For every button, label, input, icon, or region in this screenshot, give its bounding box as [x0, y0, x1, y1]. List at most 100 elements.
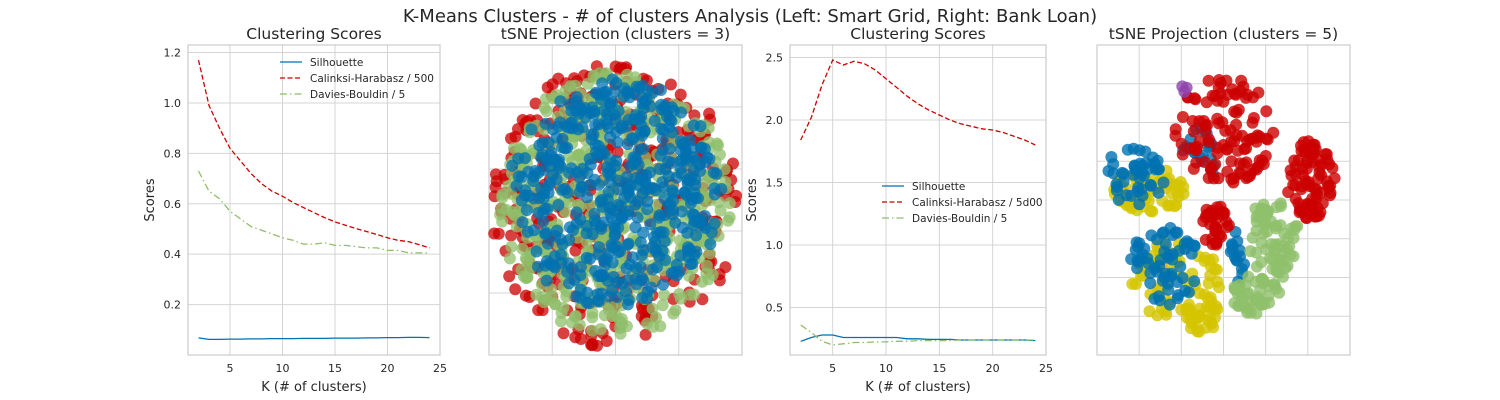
x-tick-label: 20 [986, 362, 1000, 375]
scatter-point [623, 91, 636, 104]
scatter-point [595, 270, 608, 282]
scatter-point [681, 177, 694, 190]
x-tick-label: 15 [932, 362, 946, 375]
scatter-point [576, 181, 589, 194]
scatter-point [588, 107, 600, 120]
scatter-point [1234, 85, 1247, 98]
scatter-point [580, 296, 593, 309]
series-line [800, 59, 1036, 146]
scatter-point [1202, 133, 1215, 146]
scatter-point [569, 310, 582, 322]
scatter-point [1233, 244, 1246, 257]
scatter-point [1294, 204, 1307, 217]
legend-entry: Calinksi-Harabasz / 5d00 [912, 197, 1043, 209]
scatter-point [595, 222, 608, 235]
scatter-point [626, 132, 639, 145]
scatter-point [1201, 119, 1214, 131]
scatter-point [654, 84, 667, 96]
scatter-point [538, 101, 551, 114]
scatter-point [585, 128, 598, 141]
scatter-point [622, 113, 635, 126]
scatter-point [571, 149, 584, 162]
scatter-point [556, 183, 569, 196]
scatter-point [1259, 203, 1271, 216]
scatter-point [509, 283, 522, 296]
scatter-point [662, 155, 674, 168]
scatter-point [676, 153, 689, 166]
scatter-point [594, 195, 607, 208]
panel-title: tSNE Projection (clusters = 3) [501, 25, 730, 43]
scatter-point [539, 228, 552, 240]
scatter-point [1133, 172, 1146, 185]
panel-title: tSNE Projection (clusters = 5) [1109, 25, 1338, 43]
series-line [800, 324, 1036, 346]
scatter-point [643, 182, 656, 195]
scatter-point [1112, 193, 1125, 206]
scatter-point [1244, 306, 1257, 319]
scatter-point [555, 307, 568, 319]
scatter-point [575, 333, 587, 345]
scatter-point [1308, 182, 1321, 195]
scatter-point [657, 181, 670, 194]
scatter-point [532, 166, 545, 179]
scatter-point [1277, 270, 1289, 283]
x-axis-label: K (# of clusters) [865, 380, 970, 395]
y-tick-label: 0.8 [164, 147, 182, 160]
legend-entry: Silhouette [310, 57, 363, 69]
scatter-point [1166, 229, 1179, 241]
x-tick-label: 25 [1039, 362, 1053, 375]
scatter-point [516, 216, 529, 229]
tsne-panel-left: tSNE Projection (clusters = 3) [488, 25, 743, 356]
legend-entry: Silhouette [912, 181, 965, 193]
scatter-point [629, 221, 642, 234]
scatter-point [1165, 267, 1178, 280]
scatter-point [1189, 93, 1202, 106]
scatter-point [630, 261, 643, 274]
scatter-point [620, 262, 633, 275]
scatter-point [1321, 153, 1334, 166]
scatter-point [1202, 74, 1215, 87]
scatter-point [657, 278, 669, 291]
scatter-point [1260, 105, 1273, 118]
scatter-point [648, 231, 660, 243]
scatter-point [700, 259, 713, 272]
scatter-point [1306, 199, 1319, 212]
scatter-point [636, 129, 649, 142]
y-tick-label: 1.0 [766, 239, 784, 252]
scatter-point [1144, 277, 1157, 290]
scatter-point [574, 269, 587, 282]
tsne-panel-right: tSNE Projection (clusters = 5) [1096, 25, 1351, 356]
scatter-point [600, 335, 613, 347]
scatter-point [723, 211, 736, 224]
scatter-point [1169, 129, 1182, 142]
scatter-point [602, 186, 615, 199]
scatter-point [1179, 284, 1192, 297]
scatter-point [687, 164, 700, 177]
scatter-point [549, 261, 561, 274]
scatter-point [664, 197, 677, 210]
scatter-point [1257, 274, 1270, 287]
scatter-point [558, 142, 571, 155]
figure-suptitle: K-Means Clusters - # of clusters Analysi… [403, 6, 1097, 27]
scatter-point [645, 281, 658, 294]
scatter-point [662, 170, 675, 183]
x-axis-label: K (# of clusters) [261, 380, 366, 395]
scatter-point [1247, 112, 1260, 124]
scatter-point [1230, 118, 1243, 131]
scatter-point [1261, 133, 1274, 146]
series-line [197, 59, 430, 249]
scatter-point [620, 320, 633, 333]
scatter-point [634, 173, 647, 186]
scatter-point [713, 148, 726, 161]
x-tick-label: 10 [879, 362, 893, 375]
scatter-point [610, 154, 623, 167]
scatter-point [1102, 165, 1115, 177]
scatter-point [629, 152, 642, 165]
scatter-point [1230, 129, 1243, 142]
scatter-point [1208, 263, 1221, 276]
scatter-point [1295, 180, 1308, 193]
scatter-point [606, 241, 619, 254]
scatter-point [584, 252, 596, 265]
scatter-point [675, 106, 688, 119]
scatter-point [1188, 275, 1201, 288]
